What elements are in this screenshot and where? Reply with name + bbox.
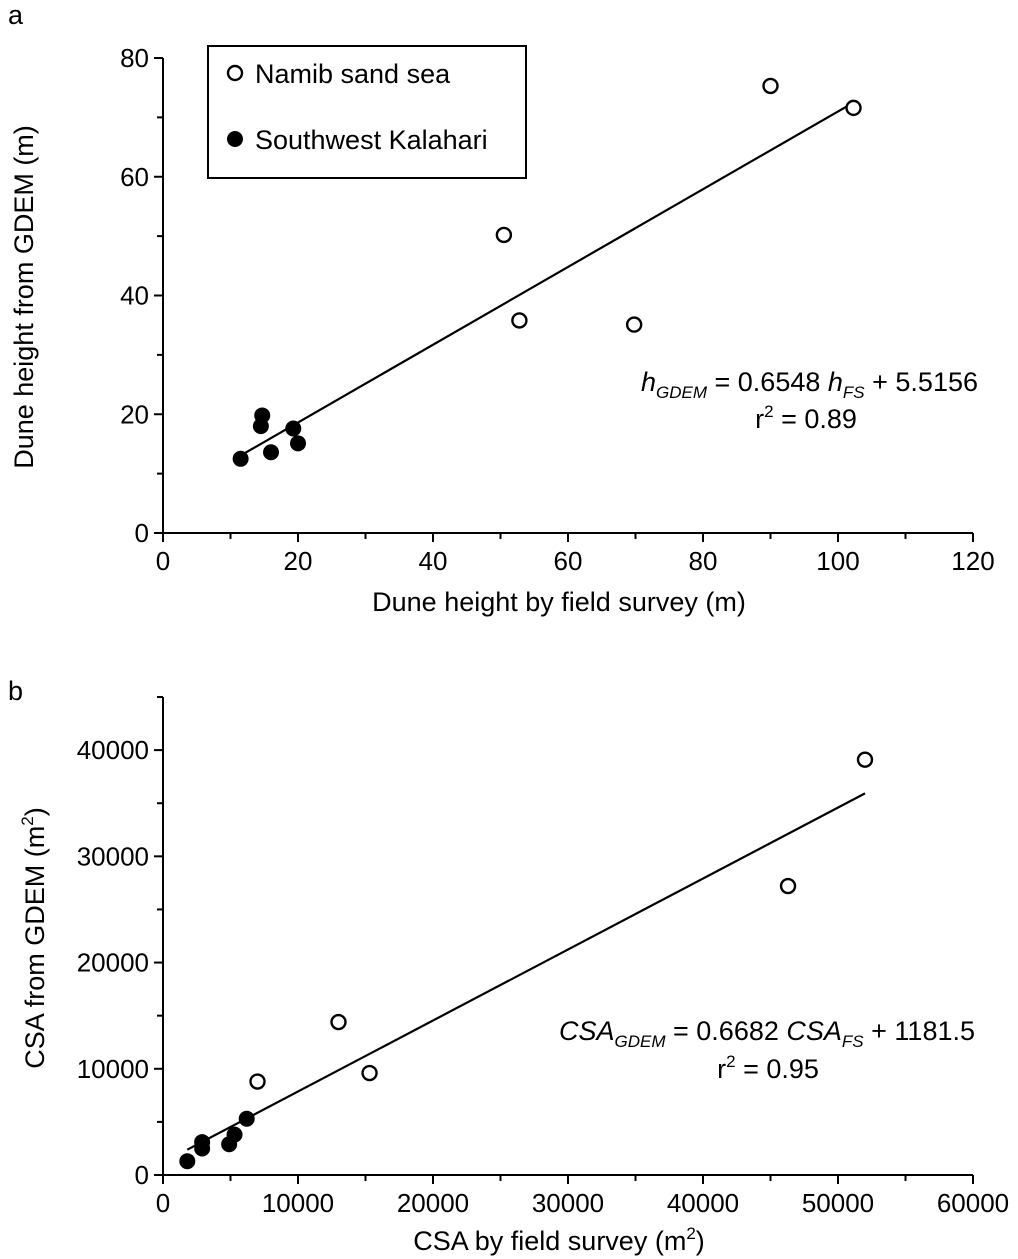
namib-point bbox=[845, 99, 862, 117]
panel-a-points bbox=[232, 77, 862, 467]
namib-point bbox=[762, 77, 779, 95]
legend-entry-namib: Namib sand sea bbox=[255, 59, 451, 89]
x-tick-label: 80 bbox=[689, 546, 718, 576]
panel-b-fit-line bbox=[186, 792, 866, 1151]
panel-a-x-ticks: 0 20 40 60 80 100 120 bbox=[156, 533, 995, 576]
y-tick-label: 60 bbox=[120, 162, 149, 192]
kalahari-point bbox=[254, 407, 271, 424]
legend-box bbox=[207, 45, 527, 179]
namib-point bbox=[330, 1013, 347, 1031]
x-tick-label: 40 bbox=[419, 546, 448, 576]
y-tick-label: 20000 bbox=[77, 948, 149, 978]
x-tick-label: 0 bbox=[156, 546, 170, 576]
panel-b-x-label-main: CSA by field survey (m bbox=[413, 1226, 686, 1256]
kalahari-point bbox=[194, 1140, 211, 1157]
panel-a-y-axis-label: Dune height from GDEM (m) bbox=[9, 125, 39, 469]
panel-a-fit-equation: hGDEM = 0.6548 hFS + 5.5156 bbox=[641, 367, 978, 402]
panel-b-r-squared: r2 = 0.95 bbox=[717, 1052, 819, 1084]
panel-a-y-ticks: 0 20 40 60 80 bbox=[120, 43, 163, 548]
kalahari-point bbox=[232, 450, 249, 467]
r2-a-value: = 0.89 bbox=[774, 404, 857, 434]
panel-a-r-squared: r2 = 0.89 bbox=[755, 402, 857, 434]
eq-a-lhs: h bbox=[641, 367, 656, 397]
r2-b-value: = 0.95 bbox=[736, 1054, 819, 1084]
panel-b-x-label-tail: ) bbox=[696, 1226, 705, 1256]
panel-a-x-axis-label: Dune height by field survey (m) bbox=[372, 587, 746, 617]
namib-point bbox=[779, 877, 797, 895]
kalahari-point bbox=[238, 1110, 255, 1127]
namib-point bbox=[249, 1073, 266, 1090]
panel-a-letter: a bbox=[8, 0, 24, 30]
namib-point bbox=[361, 1064, 378, 1082]
y-tick-label: 30000 bbox=[77, 841, 149, 871]
panel-a-legend: Namib sand sea Southwest Kalahari bbox=[207, 45, 527, 179]
namib-point bbox=[495, 226, 513, 244]
panel-b-y-label-sup: 2 bbox=[18, 816, 37, 825]
panel-b-axes bbox=[162, 697, 973, 1176]
panel-a-fit-line bbox=[235, 101, 855, 460]
y-tick-label: 80 bbox=[120, 43, 149, 73]
namib-point bbox=[511, 312, 528, 329]
x-tick-label: 60000 bbox=[937, 1188, 1009, 1218]
r2-b-label: r bbox=[717, 1054, 726, 1084]
panel-b-letter: b bbox=[8, 676, 23, 706]
regression-line bbox=[235, 101, 855, 460]
panel-a: a 0 20 40 60 80 100 120 0 20 40 60 80 Dune height … bbox=[8, 0, 995, 617]
regression-line bbox=[186, 792, 866, 1151]
x-tick-label: 100 bbox=[816, 546, 859, 576]
eq-a-tail: + 5.5156 bbox=[865, 367, 978, 397]
panel-b-y-label-main: CSA from GDEM (m bbox=[20, 826, 50, 1069]
kalahari-point bbox=[285, 420, 302, 437]
eq-a-rhs-sub: FS bbox=[843, 383, 865, 402]
x-tick-label: 10000 bbox=[262, 1188, 334, 1218]
panel-b-x-ticks: 0 10000 20000 30000 40000 50000 60000 bbox=[156, 1175, 1009, 1218]
y-tick-label: 40 bbox=[120, 281, 149, 311]
panel-b-x-axis-label: CSA by field survey (m2) bbox=[413, 1224, 705, 1256]
kalahari-point bbox=[263, 444, 279, 461]
eq-a-rhs: h bbox=[828, 367, 843, 397]
eq-b-rhs: CSA bbox=[786, 1016, 842, 1046]
eq-a-mid: = 0.6548 bbox=[707, 367, 828, 397]
y-tick-label: 0 bbox=[135, 518, 149, 548]
eq-b-tail: + 1181.5 bbox=[864, 1016, 975, 1046]
panel-b-x-label-sup: 2 bbox=[686, 1224, 695, 1243]
r2-a-label: r bbox=[755, 404, 764, 434]
x-tick-label: 20000 bbox=[397, 1188, 469, 1218]
r2-b-sup: 2 bbox=[726, 1052, 735, 1071]
eq-b-lhs: CSA bbox=[559, 1016, 615, 1046]
panel-b-points bbox=[179, 751, 874, 1170]
x-tick-label: 40000 bbox=[667, 1188, 739, 1218]
panel-b-y-axis-label: CSA from GDEM (m2) bbox=[18, 807, 50, 1068]
x-tick-label: 60 bbox=[554, 546, 583, 576]
x-tick-label: 30000 bbox=[532, 1188, 604, 1218]
namib-point bbox=[856, 751, 874, 768]
kalahari-point bbox=[290, 435, 306, 452]
x-tick-label: 120 bbox=[951, 546, 994, 576]
panel-b-fit-equation: CSAGDEM = 0.6682 CSAFS + 1181.5 bbox=[559, 1016, 975, 1051]
eq-b-rhs-sub: FS bbox=[842, 1032, 864, 1051]
panel-b: b 0 10000 20000 30000 40000 50000 60000 0 10000… bbox=[8, 676, 1009, 1256]
y-tick-label: 10000 bbox=[77, 1054, 149, 1084]
namib-point bbox=[625, 316, 643, 333]
x-tick-label: 0 bbox=[156, 1188, 170, 1218]
kalahari-point bbox=[179, 1153, 196, 1170]
eq-b-lhs-sub: GDEM bbox=[615, 1032, 667, 1051]
eq-b-mid: = 0.6682 bbox=[666, 1016, 787, 1046]
r2-a-sup: 2 bbox=[764, 402, 773, 421]
panel-b-y-label-tail: ) bbox=[20, 807, 50, 816]
legend-entry-kalahari: Southwest Kalahari bbox=[255, 125, 488, 155]
kalahari-point bbox=[226, 1126, 243, 1143]
y-tick-label: 20 bbox=[120, 399, 149, 429]
eq-a-lhs-sub: GDEM bbox=[656, 383, 708, 402]
y-tick-label: 40000 bbox=[77, 735, 149, 765]
x-tick-label: 20 bbox=[284, 546, 313, 576]
panel-b-y-ticks: 0 10000 20000 30000 40000 bbox=[77, 696, 163, 1190]
legend-filled-circle-marker bbox=[227, 131, 243, 147]
x-tick-label: 50000 bbox=[802, 1188, 874, 1218]
y-tick-label: 0 bbox=[135, 1160, 149, 1190]
legend-open-circle-marker bbox=[226, 64, 244, 82]
